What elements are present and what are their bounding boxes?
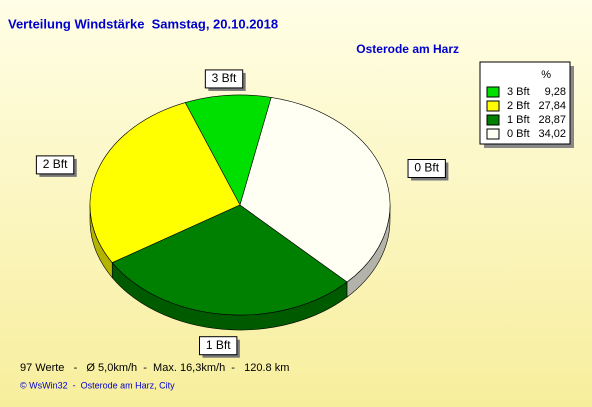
legend-title: % [541, 69, 551, 81]
legend-label: 2 Bft [507, 100, 530, 112]
slice-label: 1 Bft [206, 338, 231, 352]
legend-value: 34,02 [538, 128, 566, 140]
legend-swatch [486, 114, 500, 126]
slice-label: 0 Bft [414, 161, 439, 175]
footer: 97 Werte - Ø 5,0km/h - Max. 16,3km/h - 1… [20, 362, 289, 374]
legend-value: 27,84 [538, 100, 566, 112]
pie-slice [89, 102, 241, 264]
legend-swatch [486, 100, 500, 112]
legend-label: 1 Bft [507, 114, 530, 126]
legend-value: 28,87 [538, 114, 566, 126]
legend-value: 9,28 [545, 86, 566, 98]
legend-swatch [486, 86, 500, 98]
pie-slice [184, 94, 272, 206]
legend-swatch [486, 128, 500, 140]
chart-subtitle: Osterode am Harz [356, 42, 459, 56]
chart-title: Verteilung Windstärke Samstag, 20.10.201… [8, 16, 278, 31]
pie-slice [239, 97, 391, 283]
label-box [407, 159, 446, 179]
pie-slice [111, 204, 348, 316]
slice-label: 3 Bft [212, 71, 237, 85]
label-box [35, 155, 75, 175]
legend-label: 3 Bft [507, 86, 530, 98]
label-box [204, 69, 244, 89]
slice-label: 2 Bft [43, 157, 68, 171]
footer: © WsWin32 - Osterode am Harz, City [20, 380, 175, 390]
legend-label: 0 Bft [507, 128, 530, 140]
label-box [199, 336, 238, 356]
